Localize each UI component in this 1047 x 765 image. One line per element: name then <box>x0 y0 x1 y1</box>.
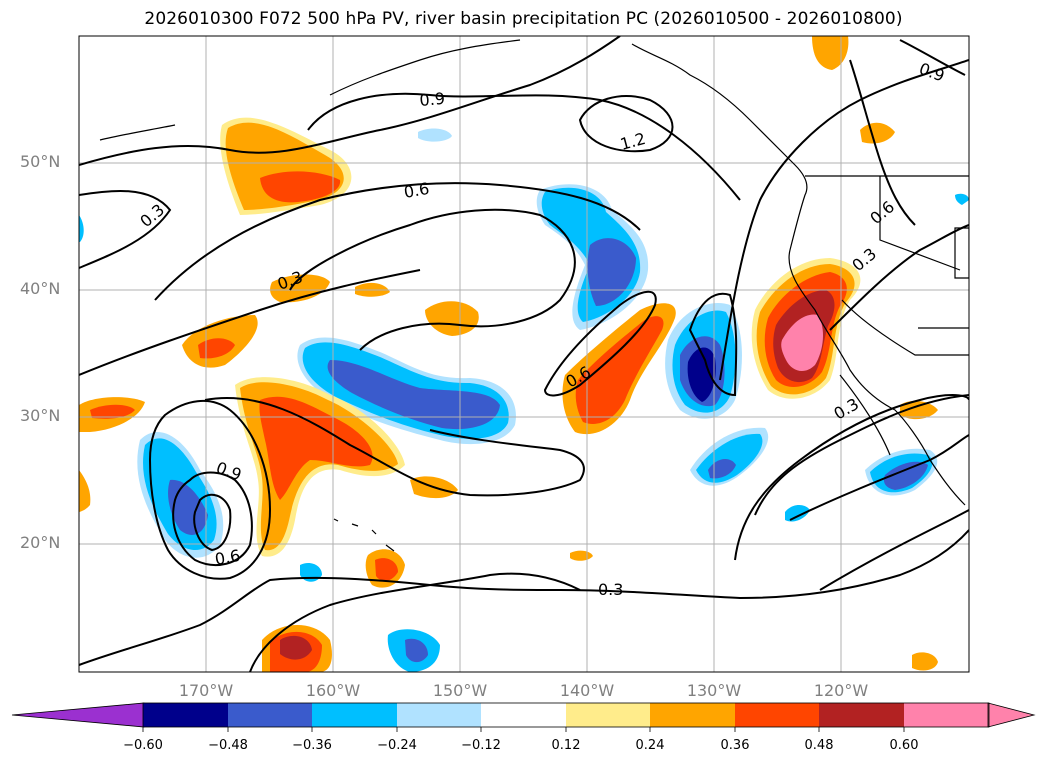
contour-label: 0.6 <box>402 179 430 202</box>
colorbar-tick-label: 0.36 <box>720 738 750 753</box>
gridlines <box>79 36 969 672</box>
colorbar <box>11 702 1036 732</box>
lat-label-40n: 40°N <box>20 279 61 298</box>
colorbar-extend-high <box>987 702 1036 728</box>
colorbar-tick-label: −0.36 <box>292 738 332 753</box>
lat-label-20n: 20°N <box>20 533 61 552</box>
contour-label: 0.6 <box>866 197 898 228</box>
colorbar-extend-low <box>11 702 145 728</box>
precipitation-shading <box>79 36 969 672</box>
contour-label: 0.3 <box>598 580 623 599</box>
lon-label-150w: 150°W <box>432 681 488 700</box>
colorbar-tick-label: −0.60 <box>123 738 163 753</box>
colorbar-tick-label: −0.12 <box>461 738 501 753</box>
coastlines <box>99 39 969 552</box>
lat-label-30n: 30°N <box>20 406 61 425</box>
lon-label-120w: 120°W <box>813 681 869 700</box>
contour-label: 0.9 <box>214 458 244 485</box>
colorbar-tick-label: 0.48 <box>804 738 834 753</box>
contour-label: 0.6 <box>213 546 241 569</box>
contour-label: 0.9 <box>419 89 446 110</box>
lat-label-50n: 50°N <box>20 152 61 171</box>
pv-contours <box>79 36 969 672</box>
map-title: 2026010300 F072 500 hPa PV, river basin … <box>144 9 903 29</box>
lon-label-140w: 140°W <box>559 681 615 700</box>
lon-label-130w: 130°W <box>686 681 742 700</box>
colorbar-tick-label: −0.24 <box>377 738 417 753</box>
lon-label-160w: 160°W <box>305 681 361 700</box>
colorbar-tick-label: −0.48 <box>208 738 248 753</box>
map-frame <box>78 35 970 673</box>
lon-label-170w: 170°W <box>178 681 234 700</box>
colorbar-tick-label: 0.12 <box>551 738 581 753</box>
colorbar-tick-label: 0.60 <box>889 738 919 753</box>
colorbar-tick-label: 0.24 <box>635 738 665 753</box>
contour-label: 0.3 <box>136 200 168 231</box>
